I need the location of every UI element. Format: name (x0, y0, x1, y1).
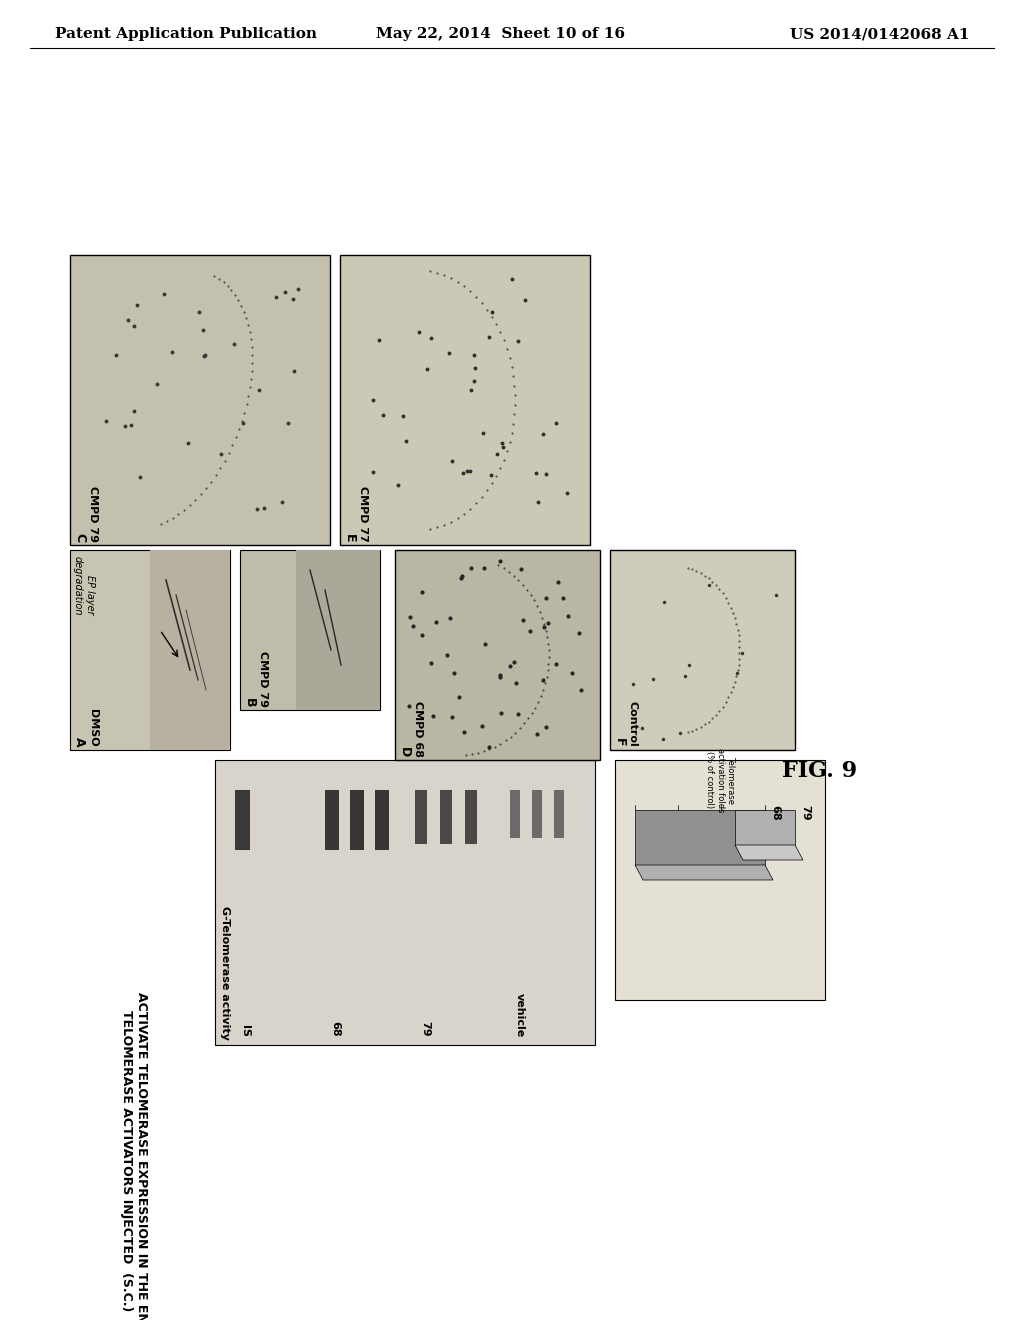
Polygon shape (735, 810, 795, 845)
Polygon shape (150, 550, 230, 750)
Text: FIG. 9: FIG. 9 (782, 760, 857, 781)
Polygon shape (350, 789, 364, 850)
Text: CMPD 79: CMPD 79 (88, 486, 98, 543)
Text: 79: 79 (420, 1022, 430, 1038)
Polygon shape (635, 810, 765, 865)
Text: E: E (343, 533, 356, 543)
Polygon shape (375, 789, 389, 850)
Polygon shape (554, 789, 564, 838)
Polygon shape (60, 59, 975, 1125)
Text: Patent Application Publication: Patent Application Publication (55, 26, 317, 41)
Text: CMPD 68: CMPD 68 (413, 701, 423, 756)
Text: C: C (73, 533, 86, 543)
Polygon shape (296, 550, 380, 710)
Text: May 22, 2014  Sheet 10 of 16: May 22, 2014 Sheet 10 of 16 (376, 26, 625, 41)
Polygon shape (532, 789, 542, 838)
Text: 68: 68 (330, 1022, 340, 1038)
Polygon shape (510, 789, 520, 838)
Polygon shape (70, 550, 230, 750)
Polygon shape (325, 789, 339, 850)
Text: CMPD 77: CMPD 77 (358, 486, 368, 543)
Polygon shape (415, 789, 427, 843)
Polygon shape (735, 845, 803, 861)
Text: Control: Control (628, 701, 638, 747)
Polygon shape (215, 760, 595, 1045)
Polygon shape (70, 255, 330, 545)
Text: vehicle: vehicle (515, 993, 525, 1038)
Text: 68: 68 (770, 805, 780, 821)
Text: IS: IS (240, 1026, 250, 1038)
Text: US 2014/0142068 A1: US 2014/0142068 A1 (791, 26, 970, 41)
Text: Telomerase
activation folds
(% of control): Telomerase activation folds (% of contro… (706, 747, 735, 812)
Text: DMSO: DMSO (88, 709, 98, 747)
Text: F: F (613, 738, 626, 747)
Polygon shape (440, 789, 452, 843)
Text: TELOMERASE ACTIVATORS INJECTED  (S.C.)  TO FEMALE RATS: TELOMERASE ACTIVATORS INJECTED (S.C.) TO… (120, 1010, 133, 1320)
Text: D: D (398, 747, 411, 756)
Polygon shape (615, 760, 825, 1001)
Text: B: B (243, 697, 256, 708)
Polygon shape (635, 865, 773, 880)
Polygon shape (340, 255, 590, 545)
Polygon shape (234, 789, 250, 850)
Text: ACTIVATE TELOMERASE EXPRESSION IN THE ENDOMETRIAL CELLS: ACTIVATE TELOMERASE EXPRESSION IN THE EN… (135, 993, 148, 1320)
Polygon shape (465, 789, 477, 843)
Text: 79: 79 (800, 805, 810, 821)
Text: G-Telomerase activity: G-Telomerase activity (220, 906, 230, 1040)
Polygon shape (610, 550, 795, 750)
Polygon shape (240, 550, 380, 710)
Polygon shape (395, 550, 600, 760)
Text: A: A (73, 738, 86, 747)
Text: CMPD 79: CMPD 79 (258, 651, 268, 708)
Text: EP layer
degradation: EP layer degradation (73, 556, 94, 615)
